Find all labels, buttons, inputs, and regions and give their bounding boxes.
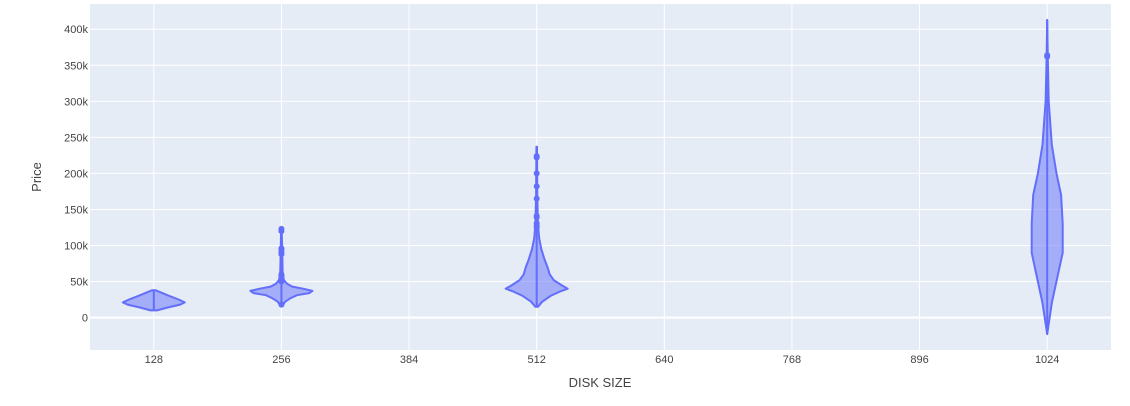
outlier-point	[533, 170, 540, 177]
y-tick-label: 0	[82, 313, 88, 325]
y-tick-label: 250k	[64, 132, 88, 144]
y-axis-ticks: 0 50k 100k 150k 200k 250k 300k 350k 400k	[64, 24, 88, 324]
outlier-point	[278, 271, 285, 278]
plot-background	[90, 4, 1111, 350]
y-tick-label: 400k	[64, 24, 88, 36]
x-axis-title: DISK SIZE	[569, 375, 632, 390]
y-axis-title: Price	[29, 162, 44, 192]
x-tick-label: 384	[400, 354, 418, 366]
outlier-point	[533, 195, 540, 202]
outlier-point	[533, 212, 540, 219]
outlier-point	[1044, 52, 1051, 59]
outlier-point	[533, 153, 540, 160]
x-tick-label: 128	[145, 354, 163, 366]
outlier-point	[278, 225, 285, 232]
x-tick-label: 1024	[1035, 354, 1059, 366]
outlier-point	[533, 183, 540, 190]
outlier-point	[278, 301, 285, 308]
x-axis-ticks: 128 256 384 512 640 768 896 1024	[145, 354, 1060, 366]
outlier-point	[533, 220, 540, 227]
y-tick-label: 150k	[64, 204, 88, 216]
x-tick-label: 640	[655, 354, 673, 366]
y-tick-label: 200k	[64, 168, 88, 180]
y-tick-label: 50k	[70, 277, 88, 289]
x-tick-label: 768	[783, 354, 801, 366]
y-tick-label: 300k	[64, 96, 88, 108]
x-tick-label: 896	[910, 354, 928, 366]
violin-group	[121, 18, 1064, 336]
y-tick-label: 350k	[64, 60, 88, 72]
outlier-point	[278, 245, 285, 252]
x-tick-label: 512	[528, 354, 546, 366]
y-tick-label: 100k	[64, 240, 88, 252]
x-tick-label: 256	[272, 354, 290, 366]
